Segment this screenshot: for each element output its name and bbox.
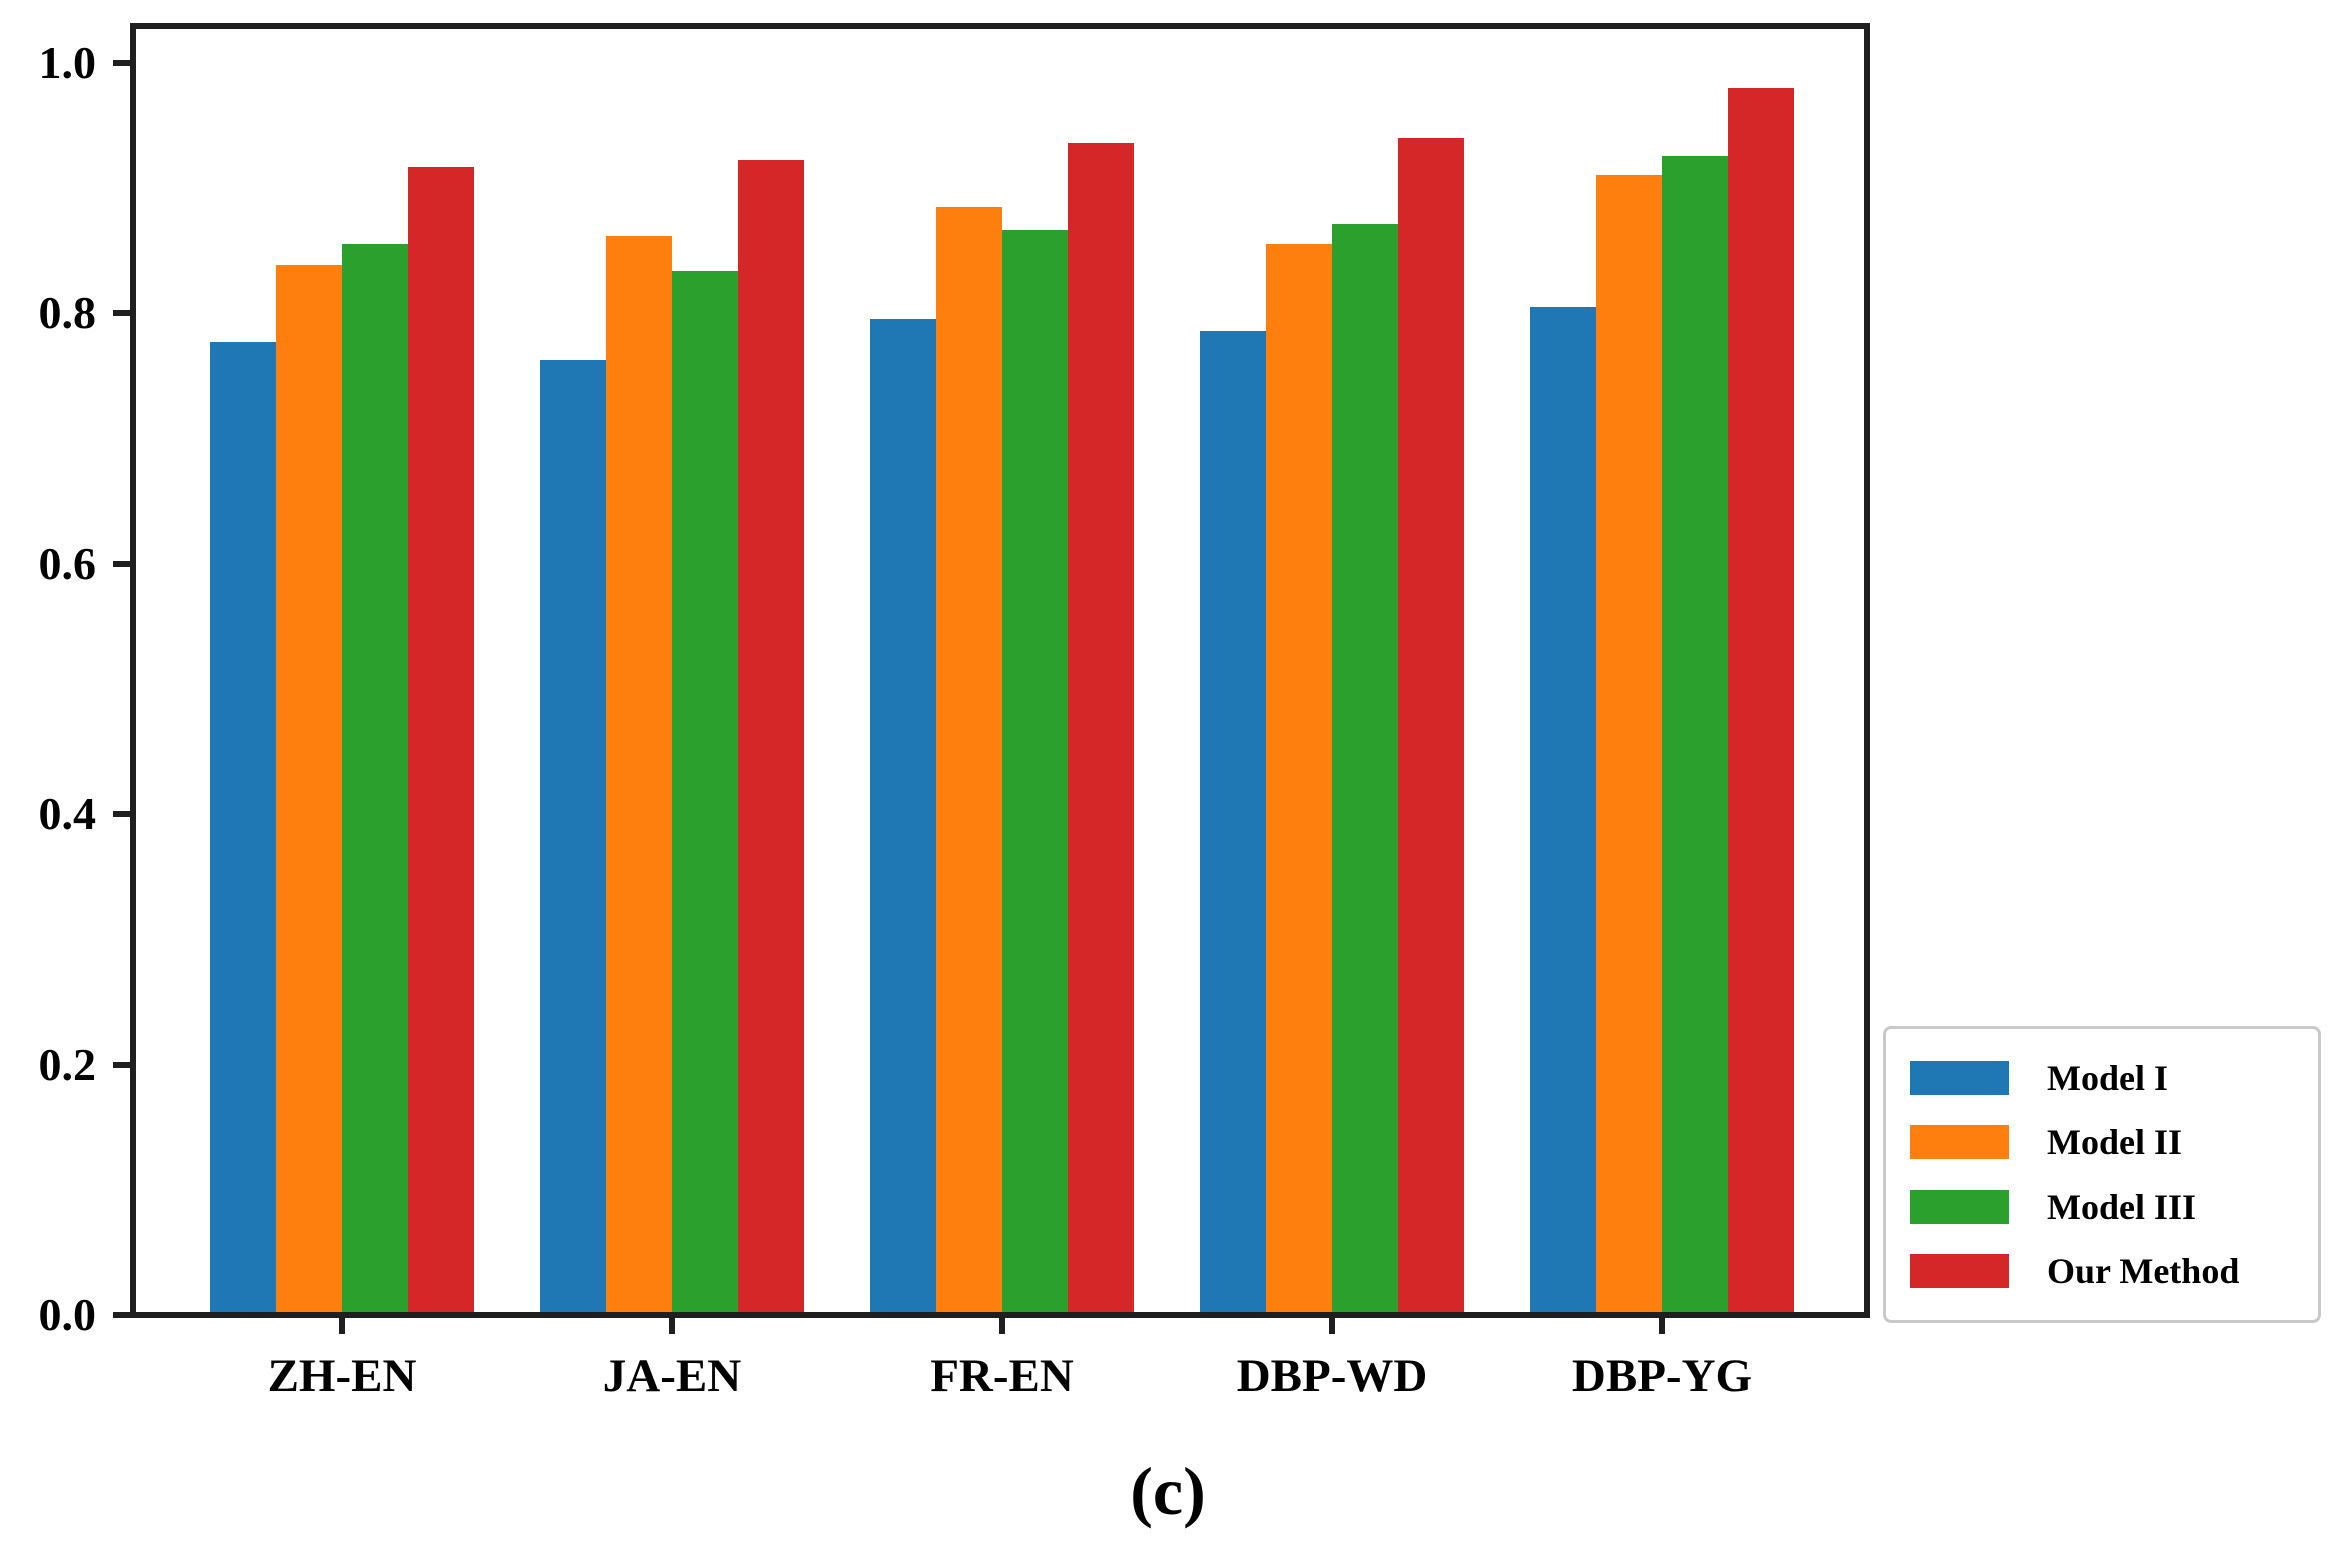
x-tick-zh-en bbox=[339, 1318, 345, 1334]
legend-label-our-method: Our Method bbox=[2047, 1250, 2240, 1291]
bar-model-iii-fr-en bbox=[1002, 230, 1068, 1314]
legend-label-model-ii: Model II bbox=[2047, 1122, 2182, 1163]
legend-item-our-method: Our Method bbox=[1910, 1250, 2294, 1292]
bar-model-i-zh-en bbox=[210, 342, 276, 1314]
axis-spine-right bbox=[1864, 23, 1870, 1318]
bar-model-iii-dbp-yg bbox=[1662, 156, 1728, 1314]
bar-model-ii-dbp-yg bbox=[1596, 175, 1662, 1314]
legend-swatch-model-ii bbox=[1910, 1125, 2009, 1160]
legend-label-model-i: Model I bbox=[2047, 1058, 2168, 1099]
axis-spine-top bbox=[130, 23, 1870, 29]
legend-swatch-our-method bbox=[1910, 1253, 2009, 1288]
x-tick-fr-en bbox=[999, 1318, 1005, 1334]
y-tick-label-1.0: 1.0 bbox=[38, 37, 97, 88]
figure-caption: (c) bbox=[1130, 1453, 1206, 1529]
bar-model-iii-dbp-wd bbox=[1332, 224, 1398, 1314]
y-tick-label-0.0: 0.0 bbox=[38, 1289, 97, 1340]
bar-model-i-dbp-yg bbox=[1530, 307, 1596, 1314]
y-tick-0.4 bbox=[113, 811, 130, 818]
bar-model-iii-zh-en bbox=[342, 244, 408, 1314]
bar-our-method-dbp-wd bbox=[1398, 138, 1464, 1314]
legend-item-model-iii: Model III bbox=[1910, 1186, 2294, 1228]
bar-our-method-fr-en bbox=[1068, 143, 1134, 1314]
axis-spine-left bbox=[130, 23, 136, 1318]
plot-area: 0.0 0.2 0.4 0.6 0.8 1.0 ZH-EN JA-EN FR-EN DBP-WD D… bbox=[39, 23, 1870, 1402]
x-axis-label-dbp-wd: DBP-WD bbox=[1236, 1350, 1428, 1402]
y-tick-0.2 bbox=[113, 1061, 130, 1068]
bar-model-i-ja-en bbox=[540, 360, 606, 1314]
y-tick-0.0 bbox=[113, 1312, 130, 1318]
x-axis-label-fr-en: FR-EN bbox=[930, 1350, 1074, 1402]
y-tick-label-0.2: 0.2 bbox=[38, 1038, 97, 1090]
bar-model-ii-dbp-wd bbox=[1266, 244, 1332, 1314]
bar-our-method-dbp-yg bbox=[1728, 88, 1794, 1314]
legend-label-model-iii: Model III bbox=[2047, 1186, 2197, 1227]
x-tick-dbp-wd bbox=[1329, 1318, 1335, 1334]
bar-our-method-zh-en bbox=[408, 167, 474, 1314]
x-axis-label-dbp-yg: DBP-YG bbox=[1571, 1350, 1753, 1402]
y-tick-0.8 bbox=[113, 310, 130, 317]
legend-item-model-ii: Model II bbox=[1910, 1121, 2294, 1163]
x-axis-label-zh-en: ZH-EN bbox=[267, 1350, 417, 1402]
x-tick-ja-en bbox=[669, 1318, 675, 1334]
bar-model-i-fr-en bbox=[870, 319, 936, 1314]
bar-model-iii-ja-en bbox=[672, 271, 738, 1314]
bar-model-ii-ja-en bbox=[606, 236, 672, 1314]
y-tick-0.6 bbox=[113, 560, 130, 567]
legend-item-model-i: Model I bbox=[1910, 1057, 2294, 1099]
legend-swatch-model-iii bbox=[1910, 1189, 2009, 1224]
y-tick-label-0.4: 0.4 bbox=[38, 788, 97, 840]
x-axis-label-ja-en: JA-EN bbox=[602, 1350, 742, 1402]
y-tick-1.0 bbox=[113, 60, 130, 66]
legend: Model I Model II Model III Our Method bbox=[1883, 1026, 2321, 1323]
y-tick-label-0.6: 0.6 bbox=[38, 537, 97, 589]
bar-model-i-dbp-wd bbox=[1200, 331, 1266, 1314]
bar-model-ii-fr-en bbox=[936, 207, 1002, 1314]
y-tick-label-0.8: 0.8 bbox=[38, 287, 97, 339]
bar-our-method-ja-en bbox=[738, 160, 804, 1314]
x-tick-dbp-yg bbox=[1659, 1318, 1665, 1334]
bar-model-ii-zh-en bbox=[276, 265, 342, 1314]
legend-swatch-model-i bbox=[1910, 1061, 2009, 1096]
axis-spine-bottom bbox=[130, 1312, 1870, 1318]
